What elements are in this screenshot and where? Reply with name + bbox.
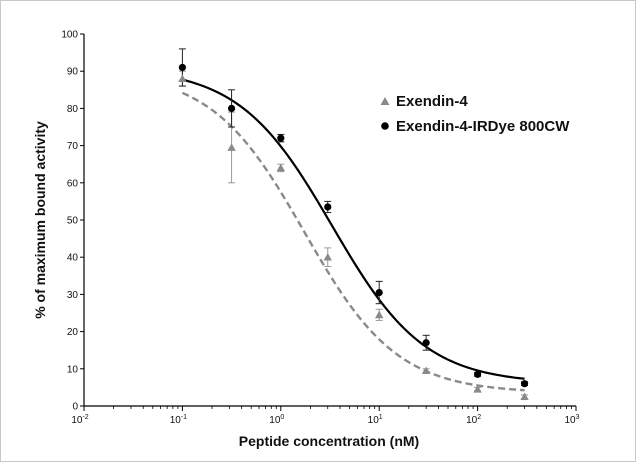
data-point-exendin-4 bbox=[473, 385, 482, 393]
x-tick-base: 10 bbox=[269, 415, 281, 426]
fit-curves bbox=[181, 78, 525, 392]
error-bars bbox=[178, 48, 529, 400]
legend-marker-exendin-4 bbox=[380, 97, 390, 105]
x-tick-label: 101 bbox=[368, 414, 383, 426]
x-tick-exponent: 0 bbox=[280, 414, 284, 421]
x-tick-base: 10 bbox=[564, 415, 576, 426]
y-tick-label: 30 bbox=[67, 290, 79, 301]
data-points bbox=[178, 63, 529, 401]
x-axis-label: Peptide concentration (nM) bbox=[239, 433, 419, 449]
data-point-exendin-4 bbox=[520, 392, 529, 401]
x-tick-base: 10 bbox=[368, 415, 380, 426]
y-tick-label: 60 bbox=[67, 178, 79, 189]
y-tick-label: 40 bbox=[67, 253, 79, 264]
data-point-exendin-4-irdye bbox=[324, 203, 332, 211]
y-tick-label: 50 bbox=[67, 216, 79, 227]
data-point-exendin-4-irdye bbox=[520, 380, 529, 388]
y-tick-label: 100 bbox=[61, 30, 78, 41]
x-tick-exponent: 2 bbox=[477, 414, 481, 421]
data-point-exendin-4-irdye bbox=[277, 134, 285, 142]
y-tick-label: 70 bbox=[67, 141, 79, 152]
data-point-exendin-4 bbox=[323, 253, 332, 261]
fit-curve-exendin-4 bbox=[181, 91, 525, 392]
x-tick-label: 10-2 bbox=[71, 414, 88, 426]
x-tick-label: 103 bbox=[564, 414, 579, 426]
x-tick-exponent: -2 bbox=[82, 414, 88, 421]
y-tick-label: 90 bbox=[67, 67, 79, 78]
data-point-exendin-4-irdye bbox=[178, 63, 186, 72]
y-tick-label: 0 bbox=[72, 402, 78, 413]
legend-marker-exendin-4-irdye bbox=[381, 122, 389, 130]
x-tick-base: 10 bbox=[170, 415, 182, 426]
legend-label-exendin-4: Exendin-4 bbox=[396, 93, 468, 110]
y-tick-label: 20 bbox=[67, 327, 79, 338]
legend: Exendin-4 Exendin-4-IRDye 800CW bbox=[380, 93, 570, 135]
data-point-exendin-4-irdye bbox=[422, 339, 430, 347]
data-point-exendin-4 bbox=[227, 143, 236, 151]
x-tick-label: 100 bbox=[269, 414, 284, 426]
data-point-exendin-4 bbox=[421, 366, 431, 375]
data-point-exendin-4-irdye bbox=[227, 104, 236, 112]
x-tick-label: 10-1 bbox=[170, 414, 187, 426]
data-point-exendin-4 bbox=[276, 163, 285, 172]
fit-curve-exendin-4-irdye bbox=[182, 78, 525, 380]
data-point-exendin-4-irdye bbox=[474, 370, 482, 378]
x-tick-base: 10 bbox=[466, 415, 478, 426]
y-tick-label: 10 bbox=[67, 364, 79, 375]
x-tick-label: 102 bbox=[466, 414, 481, 426]
data-point-exendin-4 bbox=[178, 74, 187, 82]
x-tick-base: 10 bbox=[71, 415, 83, 426]
y-axis-label: % of maximum bound activity bbox=[32, 121, 48, 319]
legend-label-exendin-4-irdye: Exendin-4-IRDye 800CW bbox=[396, 118, 570, 135]
data-point-exendin-4-irdye bbox=[375, 288, 383, 297]
y-tick-label: 80 bbox=[67, 104, 79, 115]
x-tick-exponent: 3 bbox=[576, 414, 580, 421]
x-tick-exponent: -1 bbox=[181, 414, 187, 421]
x-tick-exponent: 1 bbox=[379, 414, 383, 421]
data-point-exendin-4 bbox=[375, 310, 384, 319]
